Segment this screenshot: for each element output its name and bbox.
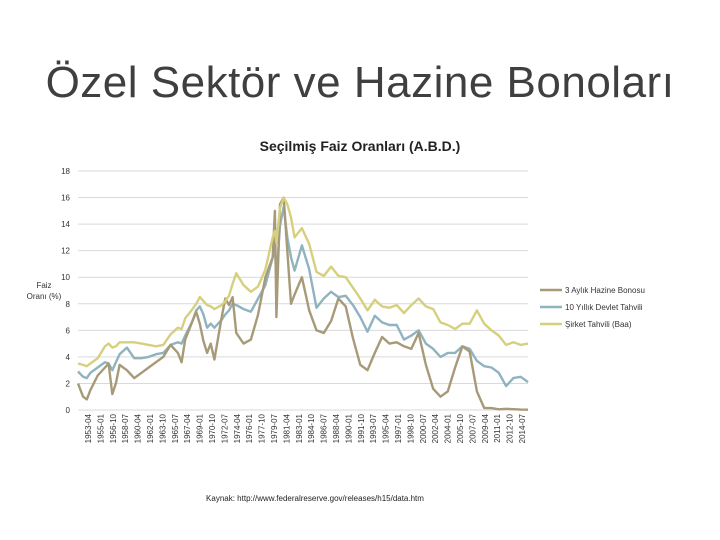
x-tick-label-1963-10: 1963-10 bbox=[158, 413, 167, 443]
series-line-1 bbox=[76, 196, 529, 411]
y-tick-label-4: 4 bbox=[66, 353, 71, 362]
x-tick-label-1969-01: 1969-01 bbox=[196, 413, 205, 443]
x-tick-label-1997-01: 1997-01 bbox=[394, 413, 403, 443]
legend: 3 Aylık Hazine Bonosu 10 Yıllık Devlet Ta… bbox=[540, 286, 645, 329]
x-tick-label-1984-10: 1984-10 bbox=[307, 413, 316, 443]
x-tick-label-1953-04: 1953-04 bbox=[84, 413, 93, 443]
x-tick-label-1956-10: 1956-10 bbox=[109, 413, 118, 443]
y-axis-ticks: 0 2 4 6 8 10 12 14 16 18 bbox=[61, 167, 70, 415]
legend-label-1: 3 Aylık Hazine Bonosu bbox=[565, 286, 645, 295]
y-tick-label-18: 18 bbox=[61, 167, 70, 176]
x-tick-label-2005-10: 2005-10 bbox=[456, 413, 465, 443]
x-tick-label-1981-04: 1981-04 bbox=[282, 413, 291, 443]
x-tick-label-1995-04: 1995-04 bbox=[382, 413, 391, 443]
y-tick-label-12: 12 bbox=[61, 247, 70, 256]
x-tick-label-1988-04: 1988-04 bbox=[332, 413, 341, 443]
y-tick-label-14: 14 bbox=[61, 220, 70, 229]
x-tick-label-1991-10: 1991-10 bbox=[357, 413, 366, 443]
x-tick-label-2009-04: 2009-04 bbox=[481, 413, 490, 443]
y-tick-label-6: 6 bbox=[66, 326, 71, 335]
x-tick-label-1990-01: 1990-01 bbox=[344, 413, 353, 443]
y-tick-label-0: 0 bbox=[66, 406, 71, 415]
x-tick-label-1958-07: 1958-07 bbox=[121, 413, 130, 443]
x-tick-label-2012-10: 2012-10 bbox=[506, 413, 515, 443]
y-axis-label-line-2: Oranı (%) bbox=[27, 292, 62, 301]
x-tick-label-1965-07: 1965-07 bbox=[171, 413, 180, 443]
x-tick-label-1986-07: 1986-07 bbox=[320, 413, 329, 443]
legend-label-3: Şirket Tahvili (Baa) bbox=[565, 320, 632, 329]
slide-title: Özel Sektör ve Hazine Bonoları bbox=[45, 58, 675, 107]
x-tick-label-2004-01: 2004-01 bbox=[444, 413, 453, 443]
y-axis-label-line-1: Faiz bbox=[36, 281, 51, 290]
x-tick-label-2011-01: 2011-01 bbox=[493, 413, 502, 442]
x-axis-ticks: 1953-04 1955-01 1956-10 1958-07 1960-04 1962-… bbox=[84, 413, 527, 443]
x-tick-label-1998-10: 1998-10 bbox=[406, 413, 415, 443]
x-tick-label-1962-01: 1962-01 bbox=[146, 413, 155, 443]
x-tick-label-1974-04: 1974-04 bbox=[233, 413, 242, 443]
grid-lines bbox=[78, 170, 528, 411]
legend-label-2: 10 Yıllık Devlet Tahvili bbox=[565, 303, 643, 312]
x-tick-label-1993-07: 1993-07 bbox=[369, 413, 378, 443]
source-note: Kaynak: http://www.federalreserve.gov/re… bbox=[206, 494, 424, 503]
x-tick-label-2007-07: 2007-07 bbox=[468, 413, 477, 443]
y-tick-label-16: 16 bbox=[61, 194, 70, 203]
x-tick-label-2000-07: 2000-07 bbox=[419, 413, 428, 443]
x-tick-label-2002-04: 2002-04 bbox=[431, 413, 440, 443]
x-tick-label-1967-04: 1967-04 bbox=[183, 413, 192, 443]
x-tick-label-1976-01: 1976-01 bbox=[245, 413, 254, 443]
y-tick-label-8: 8 bbox=[66, 300, 71, 309]
y-tick-label-2: 2 bbox=[66, 379, 71, 388]
chart-title: Seçilmiş Faiz Oranları (A.B.D.) bbox=[259, 138, 461, 154]
series-lines bbox=[76, 196, 529, 411]
x-tick-label-1955-01: 1955-01 bbox=[96, 413, 105, 443]
x-tick-label-1960-04: 1960-04 bbox=[134, 413, 143, 443]
series-line-3 bbox=[77, 196, 529, 368]
x-tick-label-2014-07: 2014-07 bbox=[518, 413, 527, 443]
x-tick-label-1970-10: 1970-10 bbox=[208, 413, 217, 443]
series-line-2 bbox=[77, 205, 529, 388]
x-tick-label-1979-07: 1979-07 bbox=[270, 413, 279, 443]
x-tick-label-1983-01: 1983-01 bbox=[295, 413, 304, 443]
x-tick-label-1972-07: 1972-07 bbox=[220, 413, 229, 443]
x-tick-label-1977-10: 1977-10 bbox=[258, 413, 267, 443]
y-tick-label-10: 10 bbox=[61, 273, 70, 282]
